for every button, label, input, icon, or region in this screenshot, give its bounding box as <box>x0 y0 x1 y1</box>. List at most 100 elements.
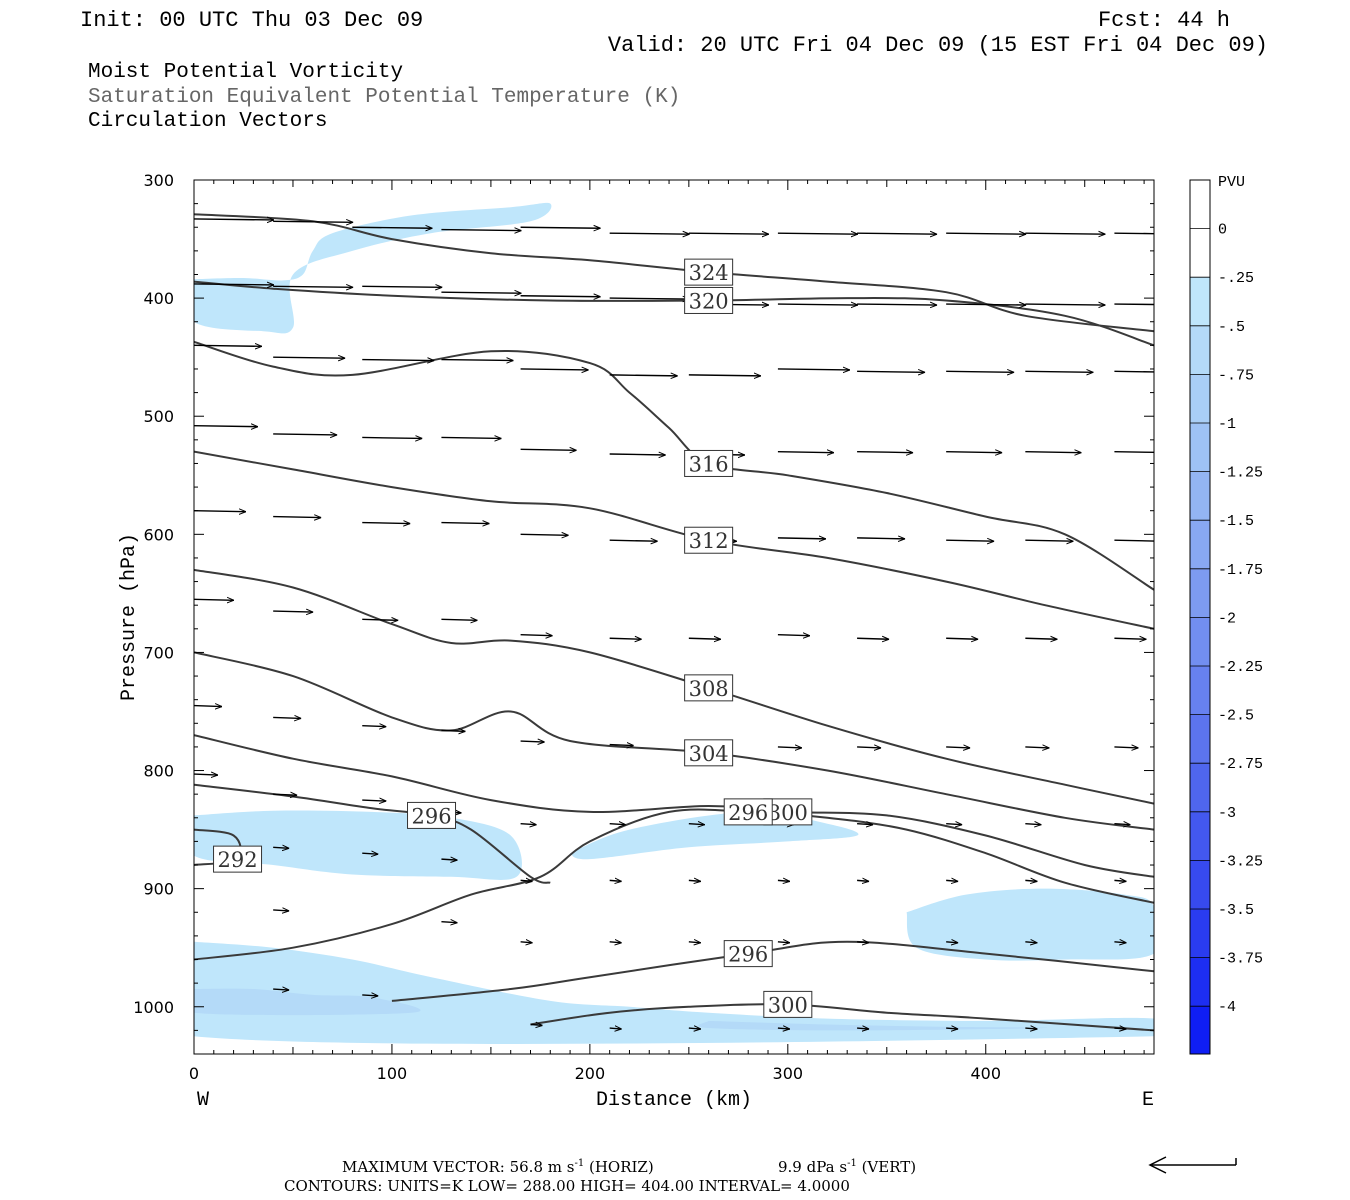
vector-124 <box>946 1028 958 1029</box>
vector-122 <box>777 1028 790 1029</box>
vector-45 <box>946 452 1002 453</box>
contour-304-5 <box>194 651 1154 831</box>
y-axis-label: Pressure (hPa) <box>118 533 141 701</box>
x-tick-label: 100 <box>377 1064 408 1083</box>
max-vector-horiz-exponent: -1 <box>574 1158 584 1169</box>
vector-28 <box>520 369 589 370</box>
colorbar-swatch-13 <box>1190 811 1210 861</box>
y-tick-label: 900 <box>143 880 174 899</box>
contour-label-text: 308 <box>689 677 729 701</box>
vector-31 <box>777 369 850 370</box>
vector-58 <box>1025 540 1073 541</box>
vector-126 <box>1114 1028 1126 1029</box>
contour-label-5: 304 <box>684 739 734 767</box>
vector-12 <box>777 304 858 305</box>
vector-44 <box>857 452 913 453</box>
contour-316-2 <box>194 340 1154 591</box>
max-vector-label: MAXIMUM VECTOR: 56.8 m s-1 (HORIZ) <box>342 1158 654 1176</box>
vector-68 <box>857 638 889 639</box>
vector-80 <box>857 747 881 748</box>
vector-39 <box>441 437 501 438</box>
vector-18 <box>688 233 769 234</box>
contour-label-box <box>684 286 734 314</box>
vector-83 <box>1114 747 1138 748</box>
contour-label-box <box>684 258 734 286</box>
vector-4 <box>520 227 601 228</box>
colorbar-level-label: -2 <box>1218 610 1236 627</box>
colorbar-level-label: -2.25 <box>1218 659 1263 676</box>
contour-label-text: 292 <box>217 848 257 872</box>
vector-67 <box>777 635 810 636</box>
vector-10 <box>609 298 690 299</box>
vector-108 <box>441 922 457 923</box>
colorbar-level-label: -1 <box>1218 416 1236 433</box>
contour-label-box <box>684 674 734 702</box>
title-mpv: Moist Potential Vorticity <box>88 61 403 84</box>
axes: 0 100 200 300 400 300 400 500 600 700 800 900 1000 <box>133 171 1154 1083</box>
plot-frame <box>193 179 1155 1055</box>
vector-96 <box>273 847 289 848</box>
contour-label-text: 320 <box>689 289 729 313</box>
contour-label-text: 296 <box>411 804 451 828</box>
contour-308-4 <box>194 568 1154 805</box>
vector-62 <box>362 619 398 620</box>
vector-70 <box>1025 638 1057 639</box>
colorbar-level-label: -.25 <box>1218 270 1254 287</box>
vector-116 <box>1114 942 1126 943</box>
contour-324-0 <box>194 213 1154 333</box>
contour-label-text: 296 <box>728 943 768 967</box>
colorbar-level-label: -1.75 <box>1218 562 1263 579</box>
vector-51 <box>441 523 489 524</box>
forecast-hour-label: Fcst: 44 h <box>1098 8 1230 33</box>
vector-26 <box>362 360 434 361</box>
vector-65 <box>609 638 642 639</box>
contour-label-0: 324 <box>684 258 734 286</box>
max-vector-vert-suffix: (VERT) <box>857 1158 916 1176</box>
pv-region-4 <box>194 941 1154 1044</box>
vector-90 <box>688 824 705 825</box>
x-tick-label: 400 <box>970 1064 1001 1083</box>
vector-6 <box>273 286 353 287</box>
colorbar-swatch-15 <box>1190 909 1210 958</box>
max-vector-vert-exponent: -1 <box>847 1158 857 1169</box>
colorbar-swatch-3 <box>1190 325 1210 375</box>
vector-21 <box>946 233 1026 234</box>
colorbar-level-label: -2.5 <box>1218 708 1254 725</box>
vector-15 <box>1025 304 1105 305</box>
colorbar-swatch-5 <box>1190 423 1210 472</box>
colorbar-swatch-2 <box>1190 277 1210 326</box>
vector-55 <box>777 538 826 539</box>
vector-46 <box>1025 452 1081 453</box>
pv-region-0 <box>194 202 552 334</box>
vector-93 <box>946 824 962 825</box>
vector-41 <box>609 454 666 455</box>
contour-label-7: 296 <box>407 801 457 829</box>
contour-label-10: 296 <box>723 940 773 968</box>
colorbar-level-label: -4 <box>1218 999 1236 1016</box>
x-axis-west-label: W <box>197 1089 209 1112</box>
vector-76 <box>520 741 545 742</box>
vector-123 <box>857 1028 869 1029</box>
vector-113 <box>857 942 869 943</box>
vector-105 <box>1025 880 1037 881</box>
max-vector-horiz-value: MAXIMUM VECTOR: 56.8 m s <box>342 1158 574 1176</box>
y-tick-label: 400 <box>143 289 174 308</box>
vector-24 <box>194 345 262 346</box>
colorbar-level-label: -1.25 <box>1218 465 1263 482</box>
contours-info-label: CONTOURS: UNITS=K LOW= 288.00 HIGH= 404.… <box>284 1177 850 1195</box>
vector-86 <box>362 800 386 801</box>
vector-22 <box>1025 233 1105 234</box>
vector-32 <box>857 371 925 372</box>
vector-77 <box>609 745 634 746</box>
contour-label-text: 300 <box>768 801 808 825</box>
vector-112 <box>777 942 790 943</box>
contour-label-box <box>684 739 734 767</box>
vector-104 <box>946 880 958 881</box>
contour-label-3: 312 <box>684 526 734 554</box>
vector-73 <box>273 717 301 718</box>
pv-region-5 <box>194 988 421 1016</box>
vector-0 <box>194 219 274 220</box>
vector-71 <box>1114 638 1146 639</box>
vector-60 <box>194 599 234 600</box>
vector-121 <box>688 1028 701 1029</box>
